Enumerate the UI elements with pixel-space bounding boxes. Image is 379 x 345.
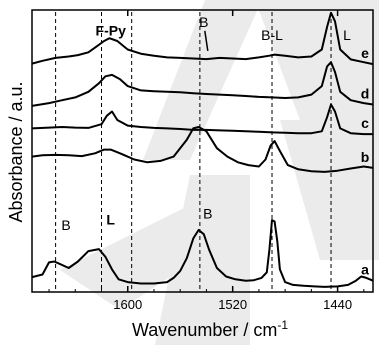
peak-annotations: B-L L F-Py B B L B — [61, 14, 351, 233]
series-c-line — [31, 103, 373, 136]
series-e-line — [31, 11, 374, 66]
reference-line-label: L — [343, 27, 351, 43]
series-c-label: c — [361, 115, 369, 131]
series-b-label: b — [361, 149, 370, 165]
peak-annotation: L — [106, 211, 115, 227]
series-d-label: d — [361, 85, 370, 101]
series-b-line — [31, 126, 374, 173]
x-tick-label: 1440 — [323, 297, 352, 312]
plot-frame — [31, 9, 374, 293]
series-a-line — [31, 219, 374, 288]
annotation-arrow — [204, 30, 209, 52]
series-d-line — [31, 61, 374, 107]
reference-line-label: B-L — [261, 27, 283, 43]
peak-annotation: B — [61, 217, 70, 233]
series-a-label: a — [361, 262, 369, 278]
spectra-series — [31, 11, 374, 288]
x-tick-label: 1600 — [113, 297, 142, 312]
axis-ticks — [48, 10, 365, 292]
series-e-label: e — [361, 45, 369, 61]
x-tick-label: 1520 — [218, 297, 247, 312]
peak-annotation: B — [203, 206, 212, 222]
x-axis-label-superscript: -1 — [277, 318, 288, 332]
reference-lines — [55, 12, 332, 290]
axis-tick-labels: 1600 1520 1440 — [113, 297, 352, 312]
peak-annotation: F-Py — [96, 22, 127, 38]
curve-labels: a b cd e — [361, 45, 370, 278]
peak-annotation: B — [199, 14, 208, 30]
x-axis-label: Wavenumber / cm-1 — [132, 318, 288, 340]
watermark — [60, 0, 379, 345]
y-axis-label: Absorbance / a.u. — [6, 81, 26, 222]
x-axis-label-main: Wavenumber / cm — [132, 320, 277, 340]
